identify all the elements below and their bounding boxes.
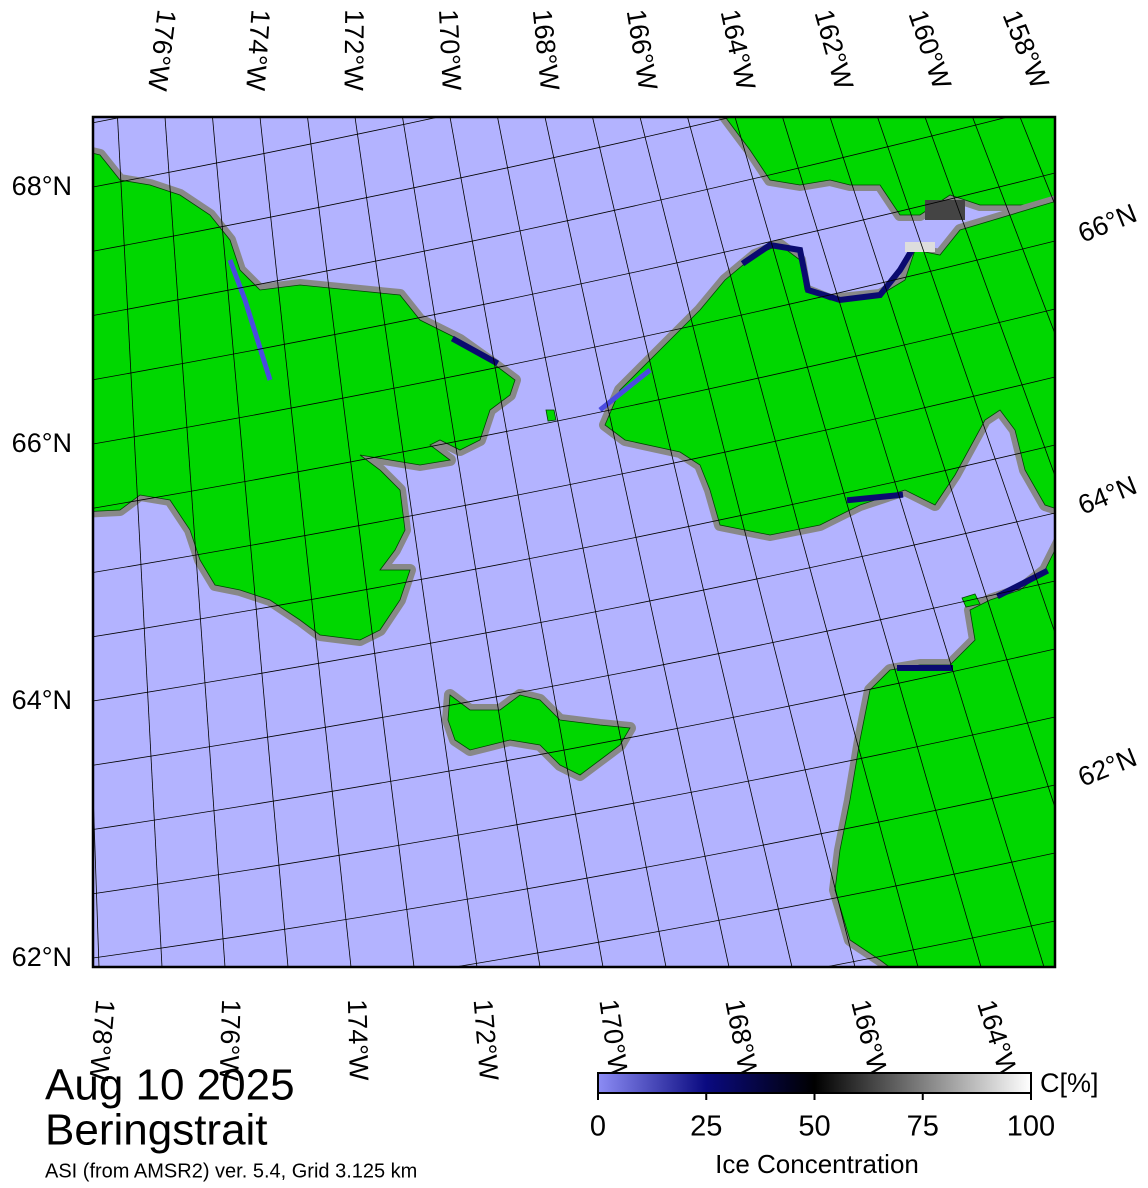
colorbar-unit: C[%] — [1040, 1068, 1099, 1098]
bottom-lon-label: 172°W — [468, 998, 504, 1082]
meridian — [782, 117, 1045, 967]
meridian — [924, 117, 1055, 477]
colorbar-tick-label: 50 — [798, 1111, 830, 1143]
map-area — [23, 117, 1148, 967]
map-frame — [91, 115, 1057, 969]
meridian — [639, 117, 856, 967]
top-lon-label: 174°W — [240, 9, 275, 93]
bottom-lon-label: 166°W — [845, 996, 894, 1083]
left-lat-label: 68°N — [12, 171, 72, 201]
parallel — [93, 784, 1055, 959]
meridian — [1068, 117, 1148, 967]
parallel — [93, 648, 1055, 830]
meridian — [402, 117, 541, 967]
region: Beringstrait — [45, 1106, 268, 1155]
top-lon-label: 162°W — [809, 6, 860, 93]
meridian — [164, 117, 226, 967]
left-lat-label: 64°N — [12, 685, 72, 715]
meridian — [117, 117, 163, 967]
parallel — [93, 716, 1055, 895]
land — [93, 117, 1055, 967]
meridian — [877, 117, 1055, 635]
parallel — [93, 444, 1055, 638]
right-lat-label: 62°N — [1074, 742, 1141, 792]
bottom-lon-label: 174°W — [342, 999, 374, 1082]
top-lon-label: 176°W — [142, 8, 182, 93]
meridian — [212, 117, 289, 967]
parallel — [823, 920, 1055, 967]
ice-patch — [925, 200, 965, 220]
meridian — [734, 117, 982, 967]
parallel — [93, 580, 1055, 766]
colorbar-tick-label: 25 — [690, 1111, 722, 1143]
top-lon-label: 160°W — [903, 6, 958, 93]
meridian — [259, 117, 352, 967]
ice-patch — [905, 242, 935, 252]
meridian — [829, 117, 1055, 809]
parallel — [93, 117, 1010, 316]
colorbar-tick-label: 100 — [1007, 1111, 1055, 1143]
parallel — [93, 376, 1055, 573]
bottom-lon-label: 176°W — [214, 999, 247, 1082]
left-lat-label: 62°N — [12, 942, 72, 972]
parallel — [93, 240, 1055, 445]
parallel — [452, 852, 1055, 967]
colorbar-title: Ice Concentration — [715, 1149, 919, 1179]
right-lat-label: 64°N — [1074, 470, 1141, 520]
colorbar-tick-label: 75 — [907, 1111, 939, 1143]
meridian — [354, 117, 478, 967]
right-lat-label: 66°N — [1074, 198, 1141, 248]
graticule — [23, 117, 1148, 967]
colorbar-scale — [597, 1072, 1032, 1094]
meridian — [972, 117, 1055, 335]
meridian — [544, 117, 730, 967]
parallel — [93, 117, 441, 188]
meridian — [592, 117, 793, 967]
top-lon-label: 170°W — [433, 9, 467, 92]
top-lon-label: 168°W — [527, 8, 565, 92]
parallel — [93, 512, 1055, 702]
colorbar-tick-label: 0 — [590, 1111, 606, 1143]
source: ASI (from AMSR2) ver. 5.4, Grid 3.125 km — [45, 1160, 417, 1182]
date: Aug 10 2025 — [45, 1061, 295, 1110]
bottom-lon-label: 168°W — [719, 997, 764, 1083]
meridian — [1115, 117, 1148, 967]
bottom-lon-label: 178°W — [83, 998, 120, 1082]
bottom-lon-label: 170°W — [593, 997, 634, 1082]
parallel — [93, 308, 1055, 509]
meridian — [307, 117, 415, 967]
top-lon-label: 158°W — [997, 6, 1055, 93]
top-lon-label: 172°W — [338, 9, 369, 91]
colorbar: C[%] Ice Concentration 0 25 50 75 100 — [590, 1068, 1099, 1179]
meridian — [449, 117, 604, 967]
top-lon-label: 166°W — [621, 7, 663, 93]
meridian — [687, 117, 919, 967]
bottom-lon-label: 164°W — [971, 996, 1024, 1083]
parallel — [93, 172, 1055, 381]
parallel — [93, 117, 734, 252]
top-lon-label: 164°W — [715, 7, 762, 93]
meridian — [497, 117, 667, 967]
meridian — [23, 117, 37, 967]
left-lat-label: 66°N — [12, 428, 72, 458]
